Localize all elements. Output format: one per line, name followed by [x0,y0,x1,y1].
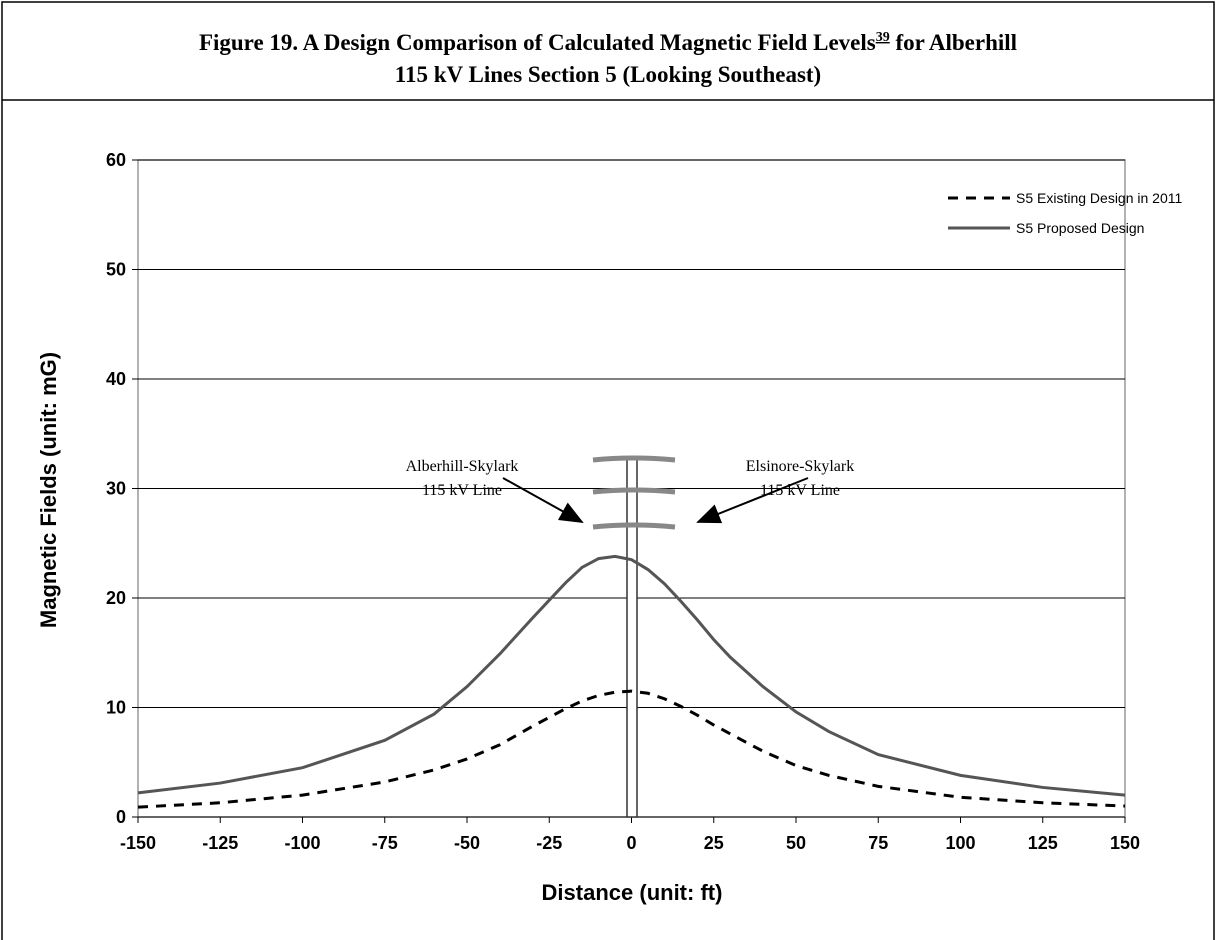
chart-title: Figure 19. A Design Comparison of Calcul… [199,30,1017,55]
x-tick-label: 50 [786,833,806,853]
x-tick-label: -25 [536,833,562,853]
x-tick-label: 100 [945,833,975,853]
arrow [502,477,584,523]
series-line [137,554,1126,797]
arrow [696,477,809,524]
y-tick-label: 50 [106,260,126,280]
y-axis-title: Magnetic Fields (unit: mG) [36,352,61,628]
y-tick-label: 40 [106,369,126,389]
annotation: 115 kV Line [422,482,502,499]
x-tick-label: -50 [454,833,480,853]
x-tick-label: 125 [1028,833,1058,853]
y-tick-label: 10 [106,698,126,718]
series-line [137,689,1126,809]
x-tick-label: -75 [372,833,398,853]
y-tick-label: 30 [106,479,126,499]
pole [626,457,638,818]
title-part: for Alberhill [890,30,1017,55]
x-tick-label: 75 [868,833,888,853]
title-part: Figure 19. A Design Comparison of Calcul… [199,30,876,55]
chart-title: 115 kV Lines Section 5 (Looking Southeas… [395,62,821,87]
annotation: Alberhill-Skylark [406,458,519,475]
y-tick-label: 60 [106,150,126,170]
tower [592,455,676,818]
crossarm [592,455,676,530]
annotation: Elsinore-Skylark [746,458,854,475]
legend-label: S5 Existing Design in 2011 [1016,190,1182,206]
y-tick-label: 0 [116,807,126,827]
x-tick-label: -100 [284,833,320,853]
x-axis-title: Distance (unit: ft) [542,880,723,905]
annotation: 115 kV Line [760,482,840,499]
x-tick-label: -125 [202,833,238,853]
y-tick-label: 20 [106,588,126,608]
x-tick-label: 25 [704,833,724,853]
x-tick-label: -150 [120,833,156,853]
x-tick-label: 0 [626,833,636,853]
title-footnote: 39 [876,30,890,45]
legend-label: S5 Proposed Design [1016,220,1144,236]
x-tick-label: 150 [1110,833,1140,853]
